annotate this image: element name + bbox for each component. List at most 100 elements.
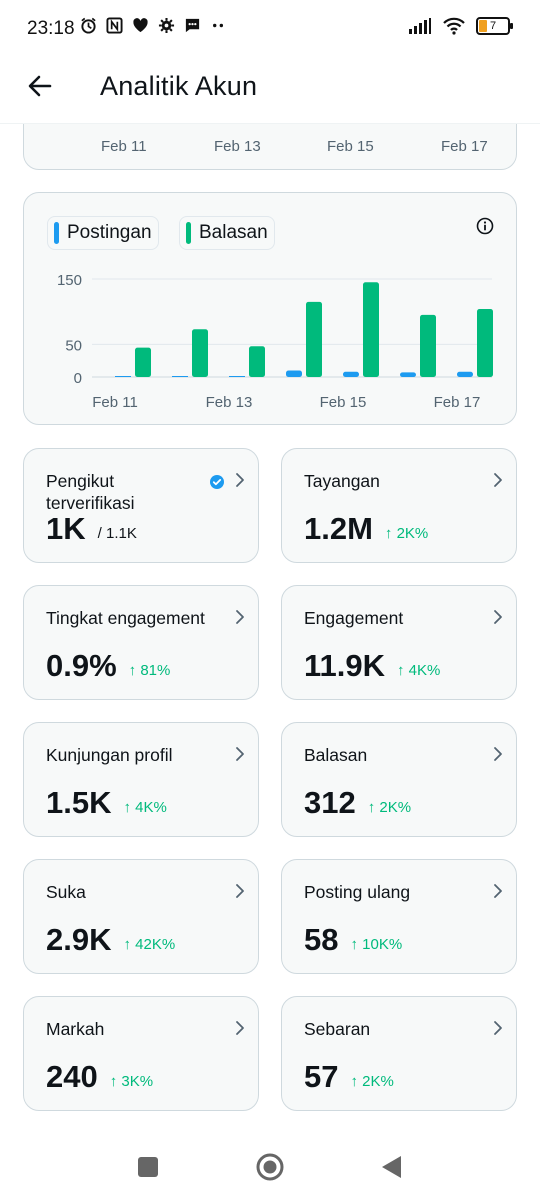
stat-value: 1.5K [46,785,112,820]
stat-value: 58 [304,922,339,957]
bar-postingan-feb-12[interactable] [172,376,188,377]
stat-card-sebaran[interactable]: Sebaran 57 ↑ 2K% [281,996,517,1111]
stat-card-tingkat-engagement[interactable]: Tingkat engagement 0.9% ↑ 81% [23,585,259,700]
stat-change: ↑ 81% [128,662,171,679]
stat-label: Posting ulang [304,882,411,902]
bar-balasan-feb-11[interactable] [135,347,151,377]
bar-postingan-feb-14[interactable] [286,370,302,377]
stat-card-tayangan[interactable]: Tayangan 1.2M ↑ 2K% [281,448,517,563]
stat-card-kunjungan-profil[interactable]: Kunjungan profil 1.5K ↑ 4K% [23,722,259,837]
system-nav-bar [0,1135,540,1199]
y-tick-label: 0 [74,370,82,387]
bar-postingan-feb-11[interactable] [115,376,131,377]
legend-label: Balasan [199,222,268,243]
x-tick-label: Feb 17 [441,138,488,155]
status-icons-right: 7 [408,17,513,35]
settings-icon [158,17,175,34]
status-icons-left [80,17,227,34]
stat-value: 57 [304,1059,339,1094]
stat-card-markah[interactable]: Markah 240 ↑ 3K% [23,996,259,1111]
stat-value: 2.9K [46,922,112,957]
legend-postingan[interactable]: Postingan [47,216,159,250]
bar-postingan-feb-13[interactable] [229,376,245,377]
stat-label: Tayangan [304,471,380,491]
stat-card-pengikut-terverifikasi[interactable]: Pengikut terverifikasi 1K / 1.1K [23,448,259,563]
stat-value: 0.9% [46,648,117,683]
verified-badge-icon [210,475,224,489]
arrow-left-icon[interactable] [22,68,58,104]
bar-balasan-feb-12[interactable] [192,329,208,377]
chevron-right-icon [236,1021,244,1035]
legend-label: Postingan [67,222,152,243]
stat-value: 1.2M [304,511,373,546]
app-header: Analitik Akun [0,58,540,124]
signal-icon [409,18,431,34]
stat-label: Tingkat engagement [46,608,205,628]
chevron-right-icon [494,747,502,761]
x-tick-label: Feb 15 [320,394,367,411]
bar-postingan-feb-16[interactable] [400,372,416,377]
stat-label: Sebaran [304,1019,371,1039]
heart-icon [133,18,148,33]
x-tick-label: Feb 13 [214,138,261,155]
stat-value: 312 [304,785,356,820]
stat-change: ↑ 2K% [367,799,412,816]
battery-icon: 7 [476,17,513,35]
stat-change: ↑ 2K% [350,1073,394,1090]
stat-change: ↑ 4K% [123,799,167,816]
bar-balasan-feb-16[interactable] [420,314,436,377]
stat-card-engagement[interactable]: Engagement 11.9K ↑ 4K% [281,585,517,700]
legend-swatch-green [186,222,191,244]
stat-label: Pengikut terverifikasi [46,471,135,513]
x-tick-label: Feb 13 [206,394,253,411]
legend-swatch-blue [54,222,59,244]
bar-balasan-feb-15[interactable] [363,282,379,377]
stat-card-posting-ulang[interactable]: Posting ulang 58 ↑ 10K% [281,859,517,974]
bar-balasan-feb-13[interactable] [249,346,265,377]
info-icon[interactable] [476,217,494,235]
chevron-right-icon [236,884,244,898]
status-bar: 23:18 7 [0,0,540,58]
message-icon [185,18,200,33]
page-title: Analitik Akun [100,71,258,101]
stat-card-suka[interactable]: Suka 2.9K ↑ 42K% [23,859,259,974]
chevron-right-icon [494,610,502,624]
stat-value: 1K [46,511,86,546]
chevron-right-icon [236,473,244,487]
y-tick-label: 50 [65,337,82,354]
chevron-right-icon [494,884,502,898]
more-dots-icon [213,23,224,28]
bar-postingan-feb-17[interactable] [457,371,473,377]
chevron-right-icon [236,747,244,761]
chevron-right-icon [494,1021,502,1035]
legend-balasan[interactable]: Balasan [179,216,275,250]
activity-chart-card: Postingan Balasan 0 50 150 Feb 11 Feb 13 Feb … [23,192,517,425]
stat-change: ↑ 42K% [123,936,176,953]
x-tick-label: Feb 15 [327,138,374,155]
stat-change: ↑ 4K% [397,662,441,679]
x-tick-label: Feb 11 [101,138,147,155]
recent-apps-icon[interactable] [133,1152,163,1182]
bar-balasan-feb-14[interactable] [306,301,322,377]
x-tick-label: Feb 17 [434,394,481,411]
bar-balasan-feb-17[interactable] [477,309,493,377]
chevron-right-icon [494,473,502,487]
status-time: 23:18 [27,18,75,39]
stat-label: Suka [46,882,86,902]
home-icon[interactable] [255,1152,285,1182]
wifi-icon [443,17,465,35]
bar-chart: 0 50 150 Feb 11 Feb 13 Feb 15 Feb 17 [57,272,493,411]
alarm-icon [81,17,96,34]
stat-value: 240 [46,1059,98,1094]
stat-change: ↑ 2K% [384,525,429,542]
stat-card-balasan[interactable]: Balasan 312 ↑ 2K% [281,722,517,837]
stat-label: Kunjungan profil [46,745,173,765]
stat-label: Engagement [304,608,404,628]
back-icon[interactable] [377,1152,407,1182]
bar-postingan-feb-15[interactable] [343,371,359,377]
stat-change: ↑ 3K% [109,1073,154,1090]
stat-label: Markah [46,1019,105,1039]
stat-label: Balasan [304,745,368,765]
stat-subtotal: / 1.1K [97,525,137,542]
y-tick-label: 150 [57,272,82,289]
